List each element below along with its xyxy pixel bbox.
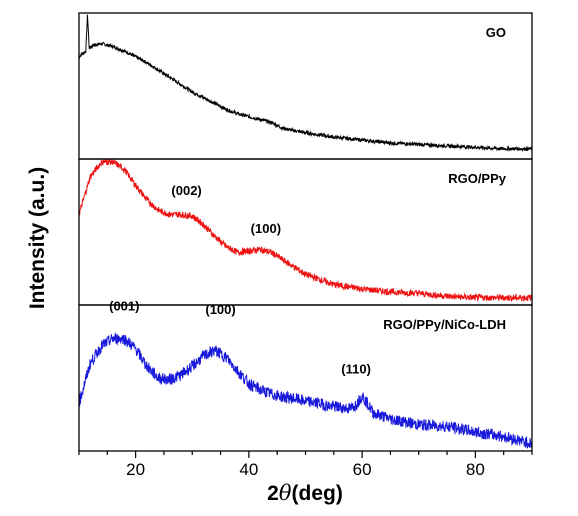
x-axis-title: 2θ(deg) (267, 481, 343, 505)
panel-label-1: RGO/PPy (448, 171, 507, 186)
x-axis-ticks: 20 40 60 80 (78, 451, 533, 479)
x-tick-label: 40 (239, 460, 258, 479)
x-tick-label: 20 (126, 460, 145, 479)
peak-label-2-2: (110) (341, 362, 371, 377)
x-tick-label: 80 (466, 460, 485, 479)
peak-label-2-1: (100) (205, 302, 235, 317)
peak-label-1-1: (100) (251, 221, 281, 236)
series-line-0 (78, 14, 533, 153)
plot-area: GO RGO/PPy (002) (100) RGO/PPy/NiCo-LDH (001)… (78, 12, 533, 452)
x-axis-title-unit: (deg) (292, 482, 343, 505)
panel-label-0: GO (486, 25, 506, 40)
panel-label-2: RGO/PPy/NiCo-LDH (383, 317, 506, 332)
series-line-2 (78, 332, 533, 449)
x-axis-title-symbol: θ (279, 481, 292, 505)
panel-frame-0 (78, 12, 533, 160)
peak-label-1-0: (002) (171, 183, 201, 198)
x-axis-title-number: 2 (267, 482, 279, 505)
peak-label-2-0: (001) (109, 299, 139, 314)
series-line-1 (78, 157, 533, 302)
y-axis-title: Intensity (a.u.) (26, 167, 49, 309)
x-tick-label: 60 (353, 460, 372, 479)
